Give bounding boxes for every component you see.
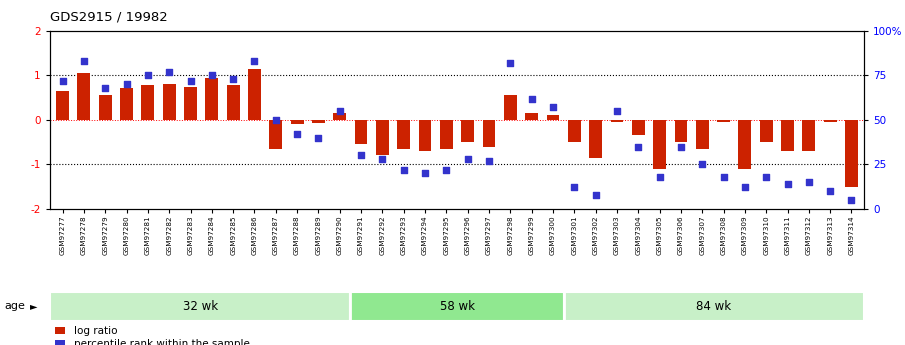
Bar <box>482 120 495 147</box>
Text: 32 wk: 32 wk <box>183 300 218 313</box>
Point <box>738 185 752 190</box>
Point <box>119 82 134 87</box>
Point <box>247 59 262 64</box>
Point <box>376 156 390 162</box>
Bar <box>589 120 602 158</box>
Bar <box>376 120 389 155</box>
Point <box>205 73 219 78</box>
Point <box>823 188 837 194</box>
Point <box>439 167 453 172</box>
Bar <box>462 120 474 142</box>
Bar <box>674 120 687 142</box>
Point <box>140 73 155 78</box>
Point <box>653 174 667 179</box>
Bar <box>312 120 325 124</box>
Legend: log ratio, percentile rank within the sample: log ratio, percentile rank within the sa… <box>55 326 250 345</box>
Text: GDS2915 / 19982: GDS2915 / 19982 <box>50 10 167 23</box>
Point <box>759 174 774 179</box>
Bar <box>56 91 69 120</box>
Bar <box>611 120 624 122</box>
Bar <box>564 292 864 321</box>
Bar <box>717 120 730 122</box>
Bar <box>50 292 350 321</box>
Bar <box>760 120 773 142</box>
Text: 84 wk: 84 wk <box>696 300 731 313</box>
Bar <box>632 120 644 136</box>
Point <box>77 59 91 64</box>
Bar <box>525 113 538 120</box>
Bar <box>440 120 452 149</box>
Point <box>55 78 70 83</box>
Point <box>844 197 859 203</box>
Point <box>802 179 816 185</box>
Bar <box>163 84 176 120</box>
Point <box>631 144 645 149</box>
Point <box>226 76 241 82</box>
Point <box>290 131 304 137</box>
Point <box>183 78 197 83</box>
Bar <box>141 85 154 120</box>
Bar <box>350 292 564 321</box>
Bar <box>419 120 432 151</box>
Bar <box>291 120 303 124</box>
Bar <box>120 88 133 120</box>
Point <box>481 158 496 164</box>
Point <box>546 105 560 110</box>
Point <box>418 170 433 176</box>
Bar <box>547 116 559 120</box>
Bar <box>397 120 410 149</box>
Bar <box>355 120 367 144</box>
Point <box>567 185 582 190</box>
Bar <box>696 120 709 149</box>
Bar <box>248 69 261 120</box>
Point <box>524 96 538 101</box>
Point <box>162 69 176 75</box>
Bar <box>824 120 836 122</box>
Bar <box>227 85 240 120</box>
Point <box>503 60 518 66</box>
Text: 58 wk: 58 wk <box>440 300 474 313</box>
Bar <box>333 113 346 120</box>
Bar <box>568 120 581 142</box>
Text: age: age <box>5 301 25 311</box>
Bar <box>184 87 197 120</box>
Bar <box>504 96 517 120</box>
Bar <box>653 120 666 169</box>
Point <box>354 152 368 158</box>
Bar <box>845 120 858 187</box>
Point <box>610 108 624 114</box>
Point <box>717 174 731 179</box>
Bar <box>78 73 91 120</box>
Point <box>461 156 475 162</box>
Bar <box>99 96 111 120</box>
Bar <box>205 78 218 120</box>
Point <box>269 117 283 122</box>
Point <box>396 167 411 172</box>
Point <box>695 161 710 167</box>
Point <box>98 85 112 91</box>
Point <box>332 108 347 114</box>
Text: ►: ► <box>30 301 37 311</box>
Bar <box>270 120 282 149</box>
Point <box>588 192 603 197</box>
Point <box>780 181 795 187</box>
Point <box>311 135 326 140</box>
Bar <box>781 120 794 151</box>
Point <box>673 144 688 149</box>
Bar <box>738 120 751 169</box>
Bar <box>803 120 815 151</box>
